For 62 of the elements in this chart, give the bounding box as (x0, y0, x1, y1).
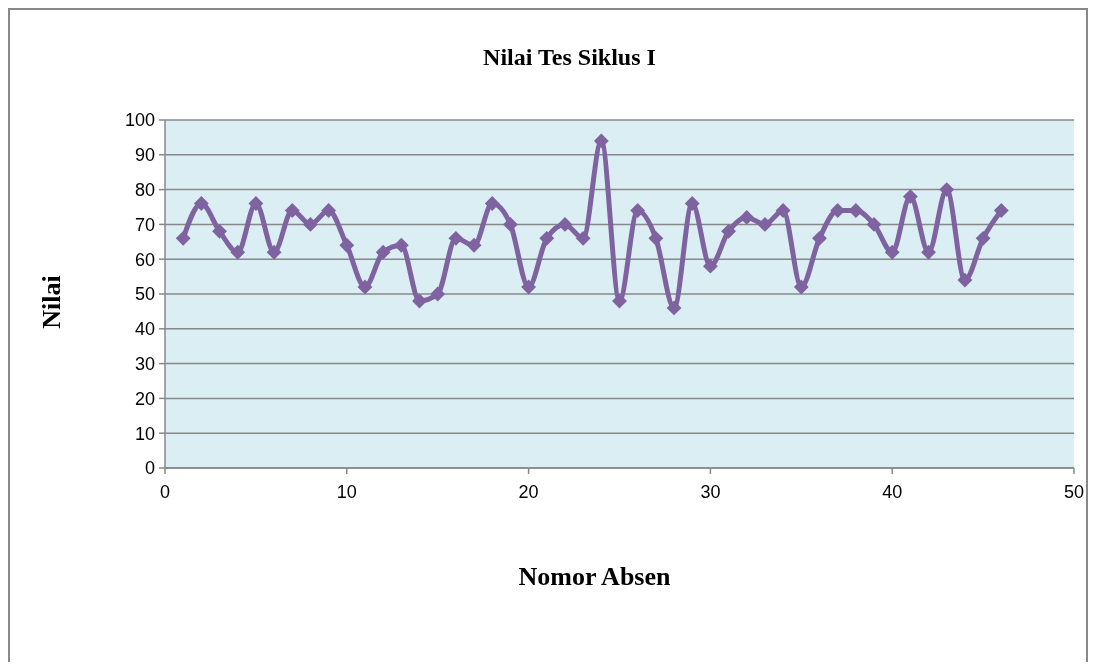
point (957, 272, 973, 288)
x-tick-label: 40 (882, 482, 903, 502)
x-tick-label: 20 (518, 482, 539, 502)
point (721, 223, 736, 239)
y-tick-label: 0 (144, 458, 155, 479)
point (175, 230, 191, 246)
point (466, 237, 482, 253)
x-tick-label: 0 (159, 482, 171, 502)
point (539, 230, 555, 246)
y-tick-label: 50 (134, 284, 155, 305)
point (321, 203, 337, 218)
point (430, 286, 446, 302)
point (739, 210, 755, 225)
point (975, 230, 991, 246)
y-tick-label: 40 (134, 319, 155, 340)
point (484, 196, 500, 211)
y-tick-label: 100 (124, 110, 155, 131)
point (557, 216, 573, 232)
y-tick-label: 70 (134, 214, 155, 235)
y-tick-label: 60 (134, 249, 155, 270)
point (812, 230, 827, 246)
point (503, 216, 518, 232)
point (757, 216, 773, 232)
point (448, 230, 464, 246)
point (939, 182, 955, 198)
point (630, 203, 646, 218)
point (684, 196, 700, 211)
point (993, 203, 1009, 218)
point (393, 237, 409, 253)
point (339, 237, 355, 253)
y-tick-label: 30 (134, 353, 155, 374)
point (593, 133, 609, 149)
x-tick-label: 50 (1063, 482, 1085, 502)
point (666, 300, 682, 316)
x-axis-title: Nomor Absen (518, 562, 671, 591)
y-tick-label: 10 (134, 423, 155, 444)
point (648, 230, 664, 246)
point (248, 196, 264, 211)
point (521, 279, 537, 295)
point (375, 244, 391, 260)
point (357, 279, 373, 295)
point (866, 216, 882, 232)
point (702, 258, 718, 274)
point (775, 203, 791, 218)
y-axis-title: Nilai (37, 275, 66, 329)
y-tick-label: 20 (134, 388, 155, 409)
y-tick-label: 80 (134, 179, 155, 200)
point (266, 244, 282, 260)
point (230, 244, 246, 260)
point (921, 244, 936, 260)
point (884, 244, 900, 260)
x-tick-label: 10 (336, 482, 357, 502)
point (575, 230, 591, 246)
point (212, 223, 227, 239)
point (193, 196, 209, 211)
point (793, 279, 809, 295)
y-tick-label: 90 (134, 145, 155, 166)
x-tick-label: 30 (700, 482, 721, 502)
point (284, 203, 300, 218)
point (902, 189, 918, 204)
chart-title: Nilai Tes Siklus I (483, 44, 656, 70)
point (303, 216, 318, 232)
